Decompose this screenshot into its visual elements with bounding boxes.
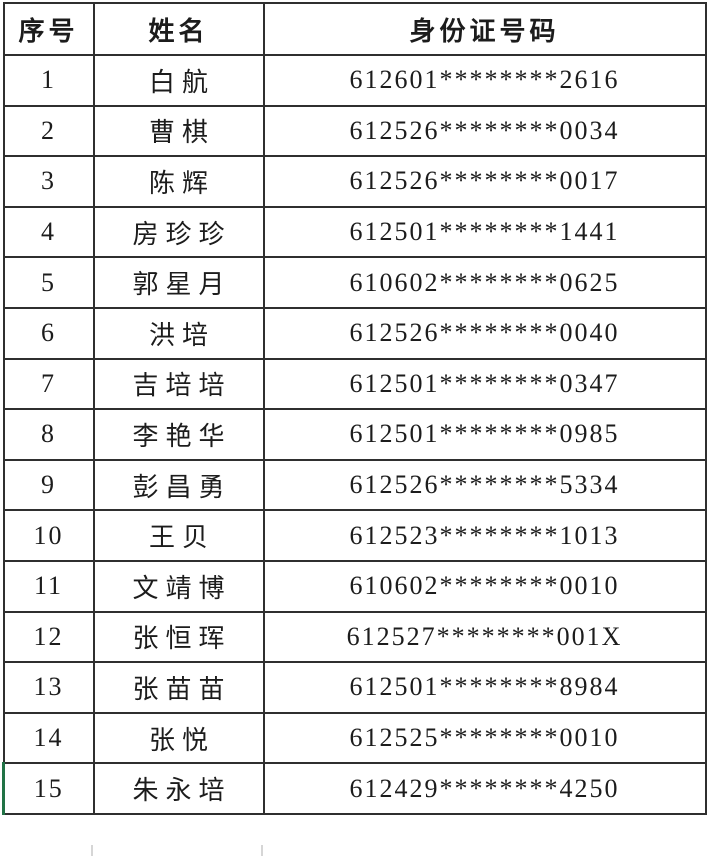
id-roster-table: 序号 姓名 身份证号码 1 白航 612601********2616 2 曹棋 6125… bbox=[2, 2, 707, 815]
cell-serial[interactable]: 11 bbox=[2, 559, 95, 613]
table-row: 10 王贝 612523********1013 bbox=[2, 509, 707, 562]
cell-id-number[interactable]: 612501********0347 bbox=[262, 357, 707, 411]
cell-id-number[interactable]: 612527********001X bbox=[262, 610, 707, 664]
table-row: 5 郭星月 610602********0625 bbox=[2, 256, 707, 309]
cell-id-number[interactable]: 612523********1013 bbox=[262, 509, 707, 562]
table-row: 6 洪培 612526********0040 bbox=[2, 306, 707, 360]
cell-name[interactable]: 彭昌勇 bbox=[92, 458, 265, 512]
table-row: 2 曹棋 612526********0034 bbox=[2, 104, 707, 158]
cell-name[interactable]: 吉培培 bbox=[92, 357, 265, 411]
table-row: 12 张恒珲 612527********001X bbox=[2, 610, 707, 664]
cell-serial[interactable]: 15 bbox=[2, 762, 95, 815]
cell-name[interactable]: 张苗苗 bbox=[92, 661, 265, 714]
cell-id-number[interactable]: 612526********0034 bbox=[262, 104, 707, 158]
table-row: 8 李艳华 612501********0985 bbox=[2, 408, 707, 461]
partial-next-row bbox=[2, 845, 704, 856]
cell-name[interactable]: 李艳华 bbox=[92, 408, 265, 461]
cell-name[interactable]: 张恒珲 bbox=[92, 610, 265, 664]
table-body: 1 白航 612601********2616 2 曹棋 612526********00… bbox=[2, 54, 707, 815]
cell-id-number[interactable]: 612601********2616 bbox=[262, 54, 707, 107]
cell-name[interactable]: 陈辉 bbox=[92, 155, 265, 208]
cell-serial[interactable]: 3 bbox=[2, 155, 95, 208]
cell-serial[interactable]: 12 bbox=[2, 610, 95, 664]
header-name[interactable]: 姓名 bbox=[92, 2, 265, 56]
cell-id-number[interactable]: 612429********4250 bbox=[262, 762, 707, 815]
column-gridline bbox=[91, 845, 93, 856]
cell-serial[interactable]: 1 bbox=[2, 54, 95, 107]
cell-name[interactable]: 洪培 bbox=[92, 306, 265, 360]
cell-serial[interactable]: 6 bbox=[2, 306, 95, 360]
cell-id-number[interactable]: 612526********0040 bbox=[262, 306, 707, 360]
cell-id-number[interactable]: 612525********0010 bbox=[262, 711, 707, 765]
table-row: 1 白航 612601********2616 bbox=[2, 54, 707, 107]
cell-serial[interactable]: 8 bbox=[2, 408, 95, 461]
cell-name[interactable]: 白航 bbox=[92, 54, 265, 107]
cell-id-number[interactable]: 612501********1441 bbox=[262, 205, 707, 259]
cell-id-number[interactable]: 610602********0010 bbox=[262, 559, 707, 613]
table-row: 14 张悦 612525********0010 bbox=[2, 711, 707, 765]
table-row: 4 房珍珍 612501********1441 bbox=[2, 205, 707, 259]
cell-serial[interactable]: 10 bbox=[2, 509, 95, 562]
cell-id-number[interactable]: 612501********8984 bbox=[262, 661, 707, 714]
cell-serial[interactable]: 2 bbox=[2, 104, 95, 158]
cell-name[interactable]: 房珍珍 bbox=[92, 205, 265, 259]
cell-id-number[interactable]: 610602********0625 bbox=[262, 256, 707, 309]
column-gridline bbox=[261, 845, 263, 856]
cell-id-number[interactable]: 612526********5334 bbox=[262, 458, 707, 512]
cell-name[interactable]: 王贝 bbox=[92, 509, 265, 562]
cell-name[interactable]: 曹棋 bbox=[92, 104, 265, 158]
table-row: 7 吉培培 612501********0347 bbox=[2, 357, 707, 411]
header-id-number[interactable]: 身份证号码 bbox=[262, 2, 707, 56]
cell-serial[interactable]: 4 bbox=[2, 205, 95, 259]
table-row: 11 文靖博 610602********0010 bbox=[2, 559, 707, 613]
cell-name[interactable]: 郭星月 bbox=[92, 256, 265, 309]
cell-id-number[interactable]: 612501********0985 bbox=[262, 408, 707, 461]
cell-serial[interactable]: 9 bbox=[2, 458, 95, 512]
cell-name[interactable]: 朱永培 bbox=[92, 762, 265, 815]
table-row: 15 朱永培 612429********4250 bbox=[2, 762, 707, 815]
table-row: 3 陈辉 612526********0017 bbox=[2, 155, 707, 208]
cell-serial[interactable]: 5 bbox=[2, 256, 95, 309]
cell-serial[interactable]: 13 bbox=[2, 661, 95, 714]
cell-name[interactable]: 文靖博 bbox=[92, 559, 265, 613]
table-row: 9 彭昌勇 612526********5334 bbox=[2, 458, 707, 512]
table-row: 13 张苗苗 612501********8984 bbox=[2, 661, 707, 714]
cell-id-number[interactable]: 612526********0017 bbox=[262, 155, 707, 208]
cell-serial[interactable]: 7 bbox=[2, 357, 95, 411]
cell-serial[interactable]: 14 bbox=[2, 711, 95, 765]
header-serial[interactable]: 序号 bbox=[2, 2, 95, 56]
header-row: 序号 姓名 身份证号码 bbox=[2, 2, 707, 56]
cell-name[interactable]: 张悦 bbox=[92, 711, 265, 765]
